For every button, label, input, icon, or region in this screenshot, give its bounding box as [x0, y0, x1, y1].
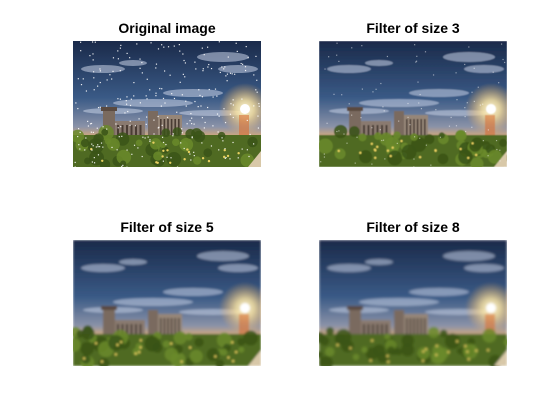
image-original [73, 41, 261, 167]
image-filter-size-5 [73, 240, 261, 366]
image-filter-size-3 [319, 41, 507, 167]
panel-title: Original image [118, 20, 216, 36]
panel-title: Filter of size 5 [120, 219, 214, 235]
panel-title: Filter of size 8 [366, 219, 460, 235]
image-filter-size-8 [319, 240, 507, 366]
panel-title: Filter of size 3 [366, 20, 460, 36]
